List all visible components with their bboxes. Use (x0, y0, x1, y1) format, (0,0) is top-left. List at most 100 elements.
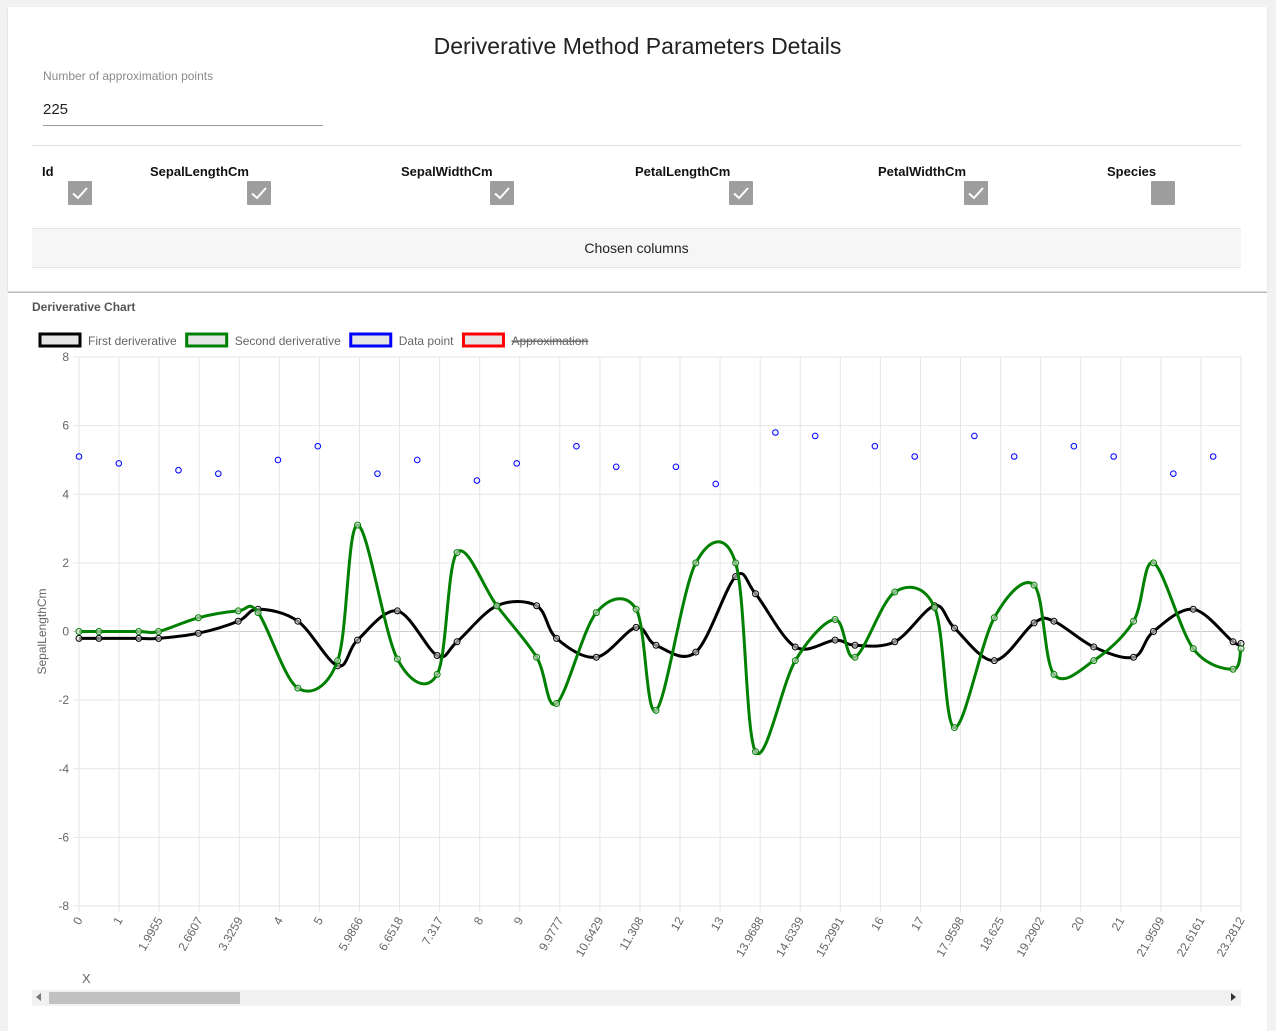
chart-section-title: Deriverative Chart (32, 300, 136, 314)
first-deriverative-point (393, 607, 401, 615)
data-point-point (971, 432, 978, 440)
x-tick-label: 6.6518 (376, 914, 407, 953)
second-deriverative-point (652, 706, 660, 714)
data-point-point (1170, 470, 1177, 477)
x-tick-label: 1 (110, 914, 126, 927)
second-deriverative-point (1149, 559, 1157, 567)
x-tick-label: 2.6607 (175, 914, 206, 953)
x-tick-label: 13.9688 (733, 914, 767, 959)
first-deriverative-point (135, 634, 143, 642)
second-deriverative-point (254, 609, 262, 617)
first-deriverative-point (95, 634, 103, 642)
first-deriverative-point (533, 602, 541, 610)
x-tick-label: 16 (868, 914, 887, 933)
x-tick-label: 21.9509 (1134, 914, 1168, 959)
first-deriverative-point (1030, 619, 1038, 627)
x-tick-label: 21 (1109, 914, 1128, 933)
x-tick-label: 20 (1069, 914, 1088, 933)
data-point-point (911, 453, 918, 460)
x-tick-label: 5.9866 (336, 914, 367, 953)
x-tick-label: 17 (908, 914, 927, 933)
scroll-thumb[interactable] (49, 992, 240, 1004)
column-checkbox-petalwidthcm[interactable] (964, 181, 988, 205)
x-tick-label: 19.2902 (1013, 914, 1047, 959)
legend-item-first-deriverative[interactable]: First deriverative (38, 332, 177, 348)
check-icon (968, 187, 984, 200)
second-deriverative-point (851, 653, 859, 661)
data-point-point (712, 480, 720, 488)
column-checkbox-sepalwidthcm[interactable] (490, 181, 514, 205)
data-point-point (1010, 453, 1018, 460)
data-point-point (115, 460, 123, 467)
x-tick-label: 3.3259 (215, 914, 246, 953)
second-deriverative-point (155, 628, 163, 635)
data-point-point (175, 466, 182, 474)
x-tick-label: 5 (311, 914, 327, 927)
first-deriverative-point (851, 641, 859, 649)
scroll-right-arrow-icon[interactable] (1231, 993, 1236, 1001)
legend-item-approximation[interactable]: Approximation (461, 332, 589, 348)
y-tick-label: -6 (58, 830, 69, 844)
column-label-id: Id (42, 164, 54, 179)
chosen-columns-button[interactable]: Chosen columns (32, 228, 1241, 268)
y-tick-label: 2 (62, 556, 69, 570)
check-icon (251, 187, 267, 200)
column-label-species: Species (1107, 164, 1157, 179)
legend-label: Data point (399, 334, 454, 348)
data-point-point (1110, 453, 1117, 460)
second-deriverative-point (1050, 670, 1058, 678)
x-tick-label: 8 (471, 914, 487, 927)
data-point-point (314, 442, 322, 450)
x-tick-label: 0 (70, 914, 86, 927)
first-deriverative-point (1189, 605, 1197, 613)
x-tick-label: 15.2991 (813, 914, 847, 959)
divider (32, 145, 1241, 146)
chart-horizontal-scrollbar[interactable] (32, 990, 1241, 1006)
check-icon (494, 187, 510, 200)
column-checkbox-id[interactable] (68, 181, 92, 205)
data-point-point (672, 463, 680, 471)
first-deriverative-point (354, 636, 362, 644)
legend-label: Second deriverative (235, 334, 341, 348)
parameters-card: Deriverative Method Parameters Details N… (8, 7, 1267, 291)
x-tick-label: 23.2812 (1214, 914, 1248, 959)
column-label-petallengthcm: PetalLengthCm (635, 164, 731, 179)
second-deriverative-point (433, 670, 441, 678)
data-point-point (811, 432, 819, 440)
data-point-point (1209, 453, 1217, 460)
legend-label: First deriverative (88, 334, 177, 348)
second-deriverative-point (931, 603, 939, 611)
column-checkbox-petallengthcm[interactable] (729, 181, 753, 205)
first-deriverative-point (294, 617, 302, 625)
legend-swatch (185, 332, 229, 348)
column-label-petalwidthcm: PetalWidthCm (878, 164, 966, 179)
second-deriverative-point (553, 700, 561, 708)
second-deriverative-point (1237, 645, 1245, 653)
column-checkbox-species[interactable] (1151, 181, 1175, 205)
data-point-point (772, 429, 779, 436)
y-tick-label: -8 (58, 899, 69, 913)
approximation-points-input[interactable] (43, 93, 323, 126)
first-deriverative-point (752, 590, 760, 598)
column-checkbox-sepallengthcm[interactable] (247, 181, 271, 205)
legend-item-second-deriverative[interactable]: Second deriverative (185, 332, 341, 348)
approximation-points-label: Number of approximation points (43, 69, 214, 83)
first-deriverative-point (990, 657, 998, 665)
first-deriverative-point (234, 617, 242, 625)
legend-item-data-point[interactable]: Data point (349, 332, 454, 348)
data-point-point (612, 463, 620, 471)
y-axis-title: SepalLengthCm (35, 588, 49, 674)
check-icon (733, 187, 749, 200)
first-deriverative-point (791, 643, 799, 651)
chart-card: Deriverative Chart 8 6 4 2 0 -2 -4 -6 -8 0 1 1.9955… (8, 292, 1267, 1031)
x-tick-label: 12 (668, 914, 687, 933)
x-tick-label: 17.9598 (933, 914, 967, 959)
data-point-point (573, 442, 580, 450)
data-point-point (75, 453, 83, 460)
x-tick-label: 18.625 (977, 914, 1008, 953)
second-deriverative-point (493, 602, 501, 610)
scroll-left-arrow-icon[interactable] (36, 993, 41, 1001)
first-deriverative-point (632, 623, 640, 631)
legend-swatch (38, 332, 82, 348)
